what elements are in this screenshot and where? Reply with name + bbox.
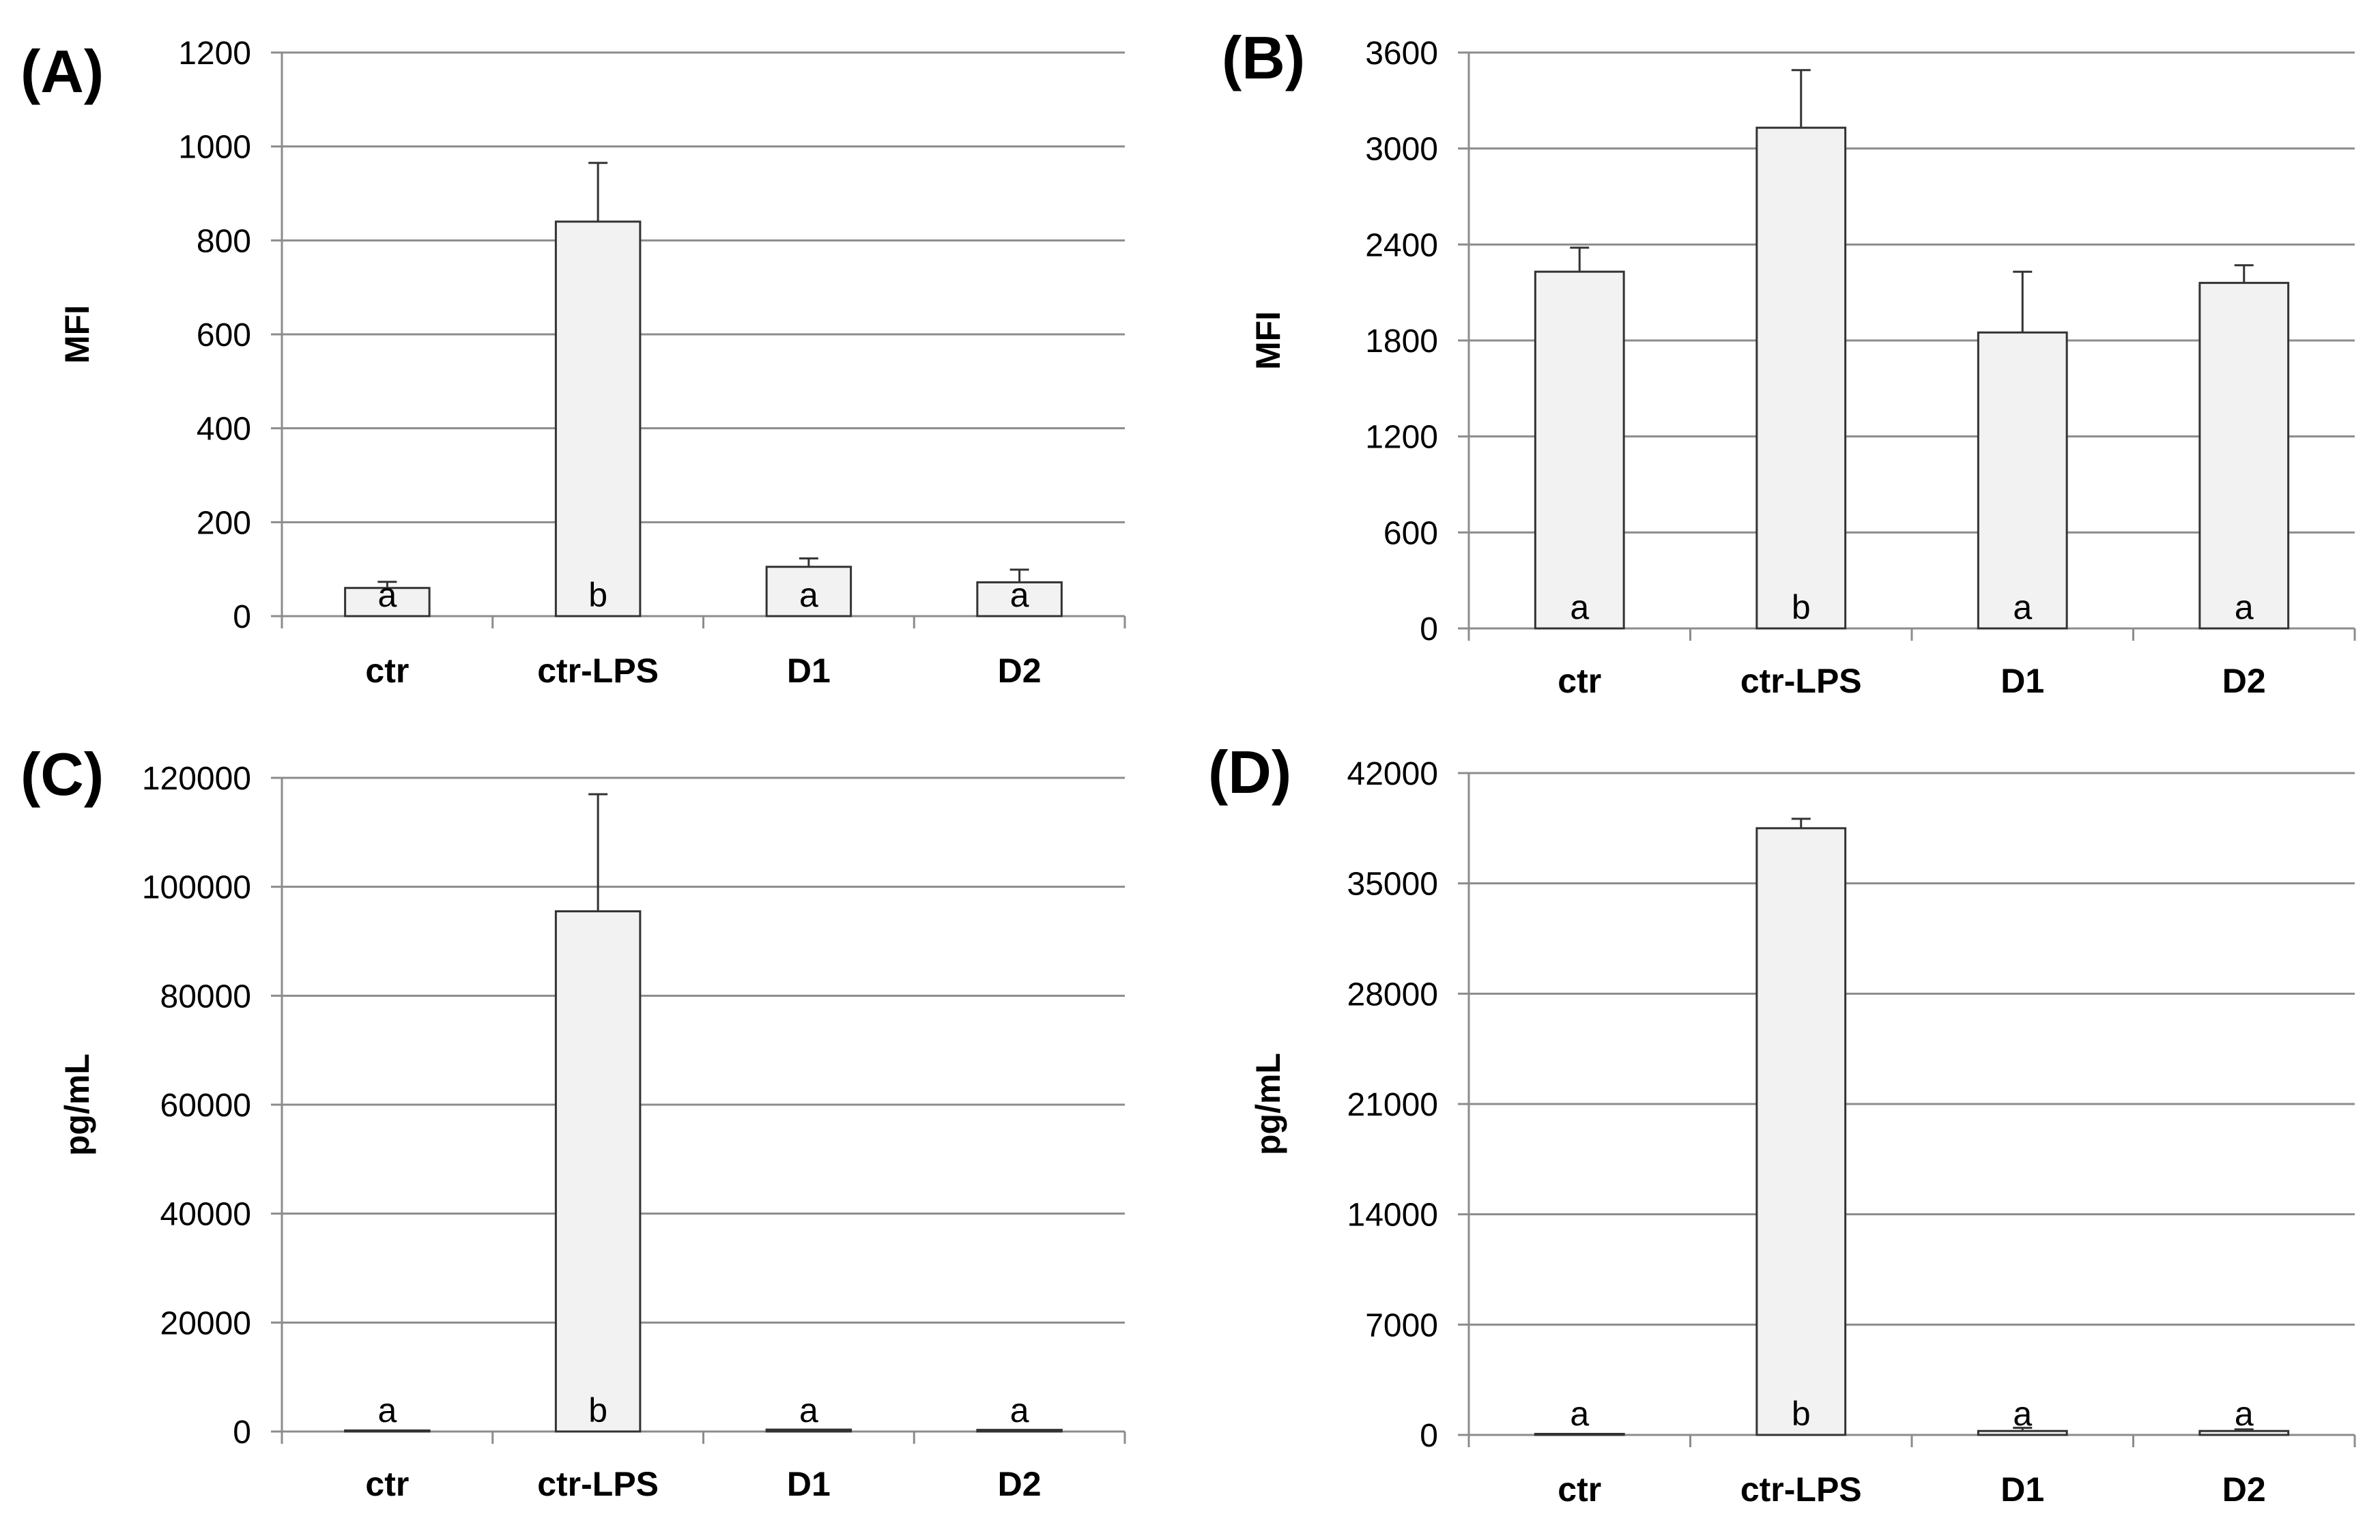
bar-ctr-LPS: [554, 220, 642, 618]
significance-letter: a: [799, 576, 818, 614]
significance-letter: a: [2013, 1395, 2032, 1433]
significance-letter: a: [377, 1391, 397, 1429]
x-category-label: D1: [787, 1465, 831, 1503]
y-tick-label: 600: [197, 317, 251, 353]
bar-D2: [976, 581, 1063, 618]
panel-label: (D): [1208, 738, 1291, 806]
y-tick-label: 1000: [178, 130, 251, 166]
bar-ctr-LPS: [1755, 126, 1847, 630]
significance-letter: a: [1570, 588, 1589, 626]
bar-ctr: [344, 1429, 431, 1433]
y-tick-label: 0: [1420, 1418, 1438, 1454]
panel-label: (B): [1222, 24, 1305, 91]
bar-D1: [765, 566, 852, 618]
y-tick-label: 1800: [1365, 323, 1438, 360]
x-category-label: ctr-LPS: [1740, 662, 1862, 700]
x-category-label: ctr-LPS: [537, 652, 659, 690]
bar-ctr-LPS: [1755, 827, 1847, 1436]
y-tick-label: 28000: [1347, 976, 1438, 1013]
y-tick-label: 80000: [160, 978, 251, 1015]
significance-letter: b: [1792, 1395, 1811, 1433]
x-category-label: ctr: [365, 652, 409, 690]
y-axis-label: pg/mL: [1249, 1053, 1287, 1155]
significance-letter: a: [2235, 1395, 2254, 1433]
x-category-label: D2: [998, 1465, 1042, 1503]
significance-letter: a: [799, 1391, 818, 1429]
bar-D2: [2198, 1429, 2290, 1436]
significance-letter: b: [588, 1391, 607, 1429]
x-category-label: ctr: [365, 1465, 409, 1503]
y-tick-label: 14000: [1347, 1197, 1438, 1234]
bar-D2: [2198, 282, 2290, 630]
y-tick-label: 3000: [1365, 132, 1438, 168]
y-tick-label: 1200: [1365, 420, 1438, 456]
x-category-label: D2: [2222, 1470, 2266, 1509]
y-tick-label: 0: [233, 1414, 251, 1451]
y-tick-label: 42000: [1347, 756, 1438, 792]
x-category-label: D2: [998, 652, 1042, 690]
x-category-label: ctr-LPS: [537, 1465, 659, 1503]
panel-d: (D)pg/mL070001400021000280003500042000ac…: [1208, 738, 2356, 1509]
y-tick-label: 40000: [160, 1197, 251, 1233]
y-tick-label: 2400: [1365, 227, 1438, 263]
y-tick-label: 1200: [178, 35, 251, 72]
y-axis-label: MFI: [1249, 311, 1287, 370]
bar-ctr: [1534, 270, 1625, 630]
significance-letter: a: [2235, 588, 2254, 626]
panel-c: (C) pg/mL 0 20000 40000 60000 80000 100000 12000…: [20, 740, 1126, 1503]
significance-letter: b: [588, 576, 607, 614]
y-axis-label: MFI: [58, 305, 96, 364]
y-tick-label: 20000: [160, 1305, 251, 1341]
x-category-label: ctr: [1558, 662, 1601, 700]
panel-label: (A): [20, 38, 104, 105]
x-category-label: D1: [787, 652, 831, 690]
y-axis-label: pg/mL: [58, 1054, 96, 1156]
y-tick-label: 7000: [1365, 1307, 1438, 1343]
y-tick-label: 21000: [1347, 1087, 1438, 1123]
significance-letter: a: [1010, 576, 1029, 614]
x-category-label: ctr: [1558, 1470, 1601, 1509]
bar-D1: [1977, 1429, 2068, 1436]
y-tick-label: 600: [1383, 515, 1438, 551]
significance-letter: a: [377, 576, 397, 614]
y-tick-label: 0: [1420, 611, 1438, 648]
significance-letter: a: [1010, 1391, 1029, 1429]
y-tick-label: 35000: [1347, 867, 1438, 903]
bar-ctr: [1534, 1433, 1625, 1436]
panel-a: (A) MFI 0 200 400 600 800 1000 1200 a ctr b ctr-LPS a…: [20, 35, 1126, 690]
significance-letter: a: [2013, 588, 2032, 626]
x-category-label: ctr-LPS: [1740, 1470, 1862, 1509]
significance-letter: b: [1792, 588, 1811, 626]
panel-b: (B) MFI 0 600 1200 1800 2400 3000 3600 a ctr b ctr-L…: [1222, 24, 2356, 700]
y-tick-label: 800: [197, 223, 251, 259]
y-tick-label: 400: [197, 411, 251, 448]
bar-D1: [765, 1428, 852, 1433]
x-category-label: D1: [2001, 1470, 2044, 1509]
bar-ctr: [344, 587, 431, 618]
x-category-label: D1: [2001, 662, 2044, 700]
significance-letter: a: [1570, 1395, 1589, 1433]
bar-D1: [1977, 331, 2068, 630]
x-category-label: D2: [2222, 662, 2266, 700]
y-tick-label: 200: [197, 505, 251, 541]
y-tick-label: 60000: [160, 1088, 251, 1124]
y-tick-label: 100000: [142, 870, 251, 906]
bar-ctr-LPS: [554, 910, 642, 1433]
y-tick-label: 0: [233, 599, 251, 635]
y-tick-label: 3600: [1365, 35, 1438, 72]
panel-label: (C): [20, 740, 104, 808]
bar-D2: [976, 1429, 1063, 1433]
y-tick-label: 120000: [142, 761, 251, 797]
